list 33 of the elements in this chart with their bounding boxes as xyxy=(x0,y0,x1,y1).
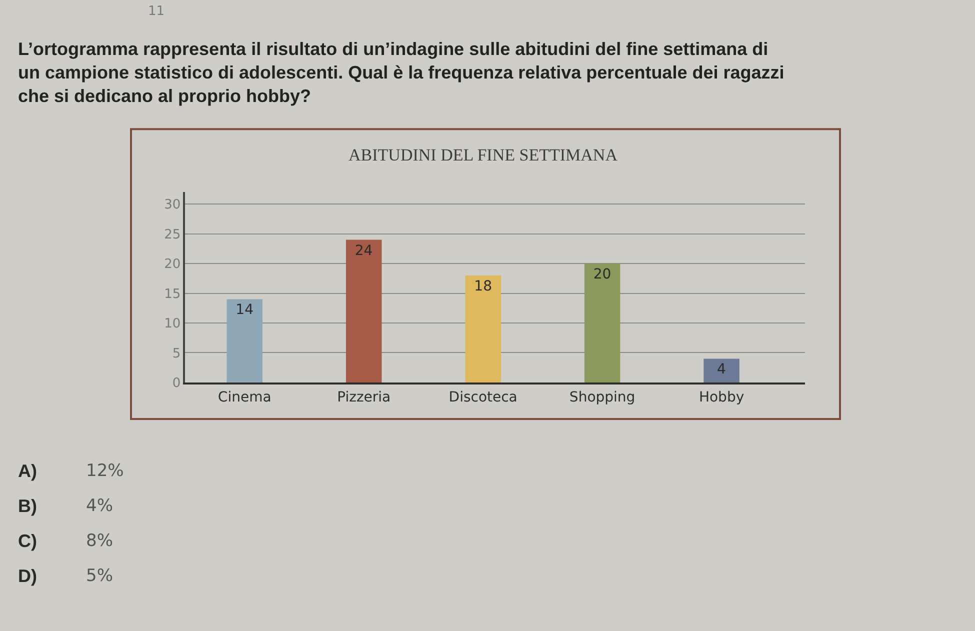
bar xyxy=(584,264,620,382)
y-tick-label: 10 xyxy=(164,316,181,332)
text: 12% xyxy=(86,461,124,481)
chart-title: ABITUDINI DEL FINE SETTIMANA xyxy=(348,146,618,165)
x-tick-label: Discoteca xyxy=(448,389,518,406)
text: L’ortogramma rappresenta il risultato di un’indagine sulle abitudini del fine settimana di un campione statistico di adolescenti. Qual è la frequenza relativa percentuale dei ragazzi che si dedicano al proprio hobby? xyxy=(18,39,784,106)
x-tick-label: Shopping xyxy=(569,389,636,406)
text: C) xyxy=(18,531,37,551)
text: 5% xyxy=(86,566,113,586)
bar xyxy=(346,240,382,382)
text: 8% xyxy=(86,531,113,551)
y-tick-label: 20 xyxy=(164,257,181,272)
y-tick-label: 25 xyxy=(164,227,181,242)
data-label: 24 xyxy=(354,242,373,259)
y-tick-label: 5 xyxy=(172,346,181,362)
x-tick-label: Cinema xyxy=(218,389,272,406)
text: D) xyxy=(18,566,37,586)
data-label: 20 xyxy=(593,266,612,283)
bar xyxy=(465,275,501,382)
data-label: 14 xyxy=(236,302,254,318)
text: 4% xyxy=(86,496,113,516)
y-tick-label: 30 xyxy=(164,198,181,213)
text: 11 xyxy=(148,4,165,19)
x-tick-label: Pizzeria xyxy=(337,389,391,406)
data-label: 4 xyxy=(717,362,726,378)
bar xyxy=(226,299,262,382)
data-label: 18 xyxy=(474,278,492,294)
text: A) xyxy=(18,461,37,481)
text: B) xyxy=(18,496,37,516)
y-tick-label: 0 xyxy=(172,376,181,392)
bar xyxy=(704,358,740,382)
y-tick-label: 15 xyxy=(164,286,181,302)
x-tick-label: Hobby xyxy=(698,389,744,406)
